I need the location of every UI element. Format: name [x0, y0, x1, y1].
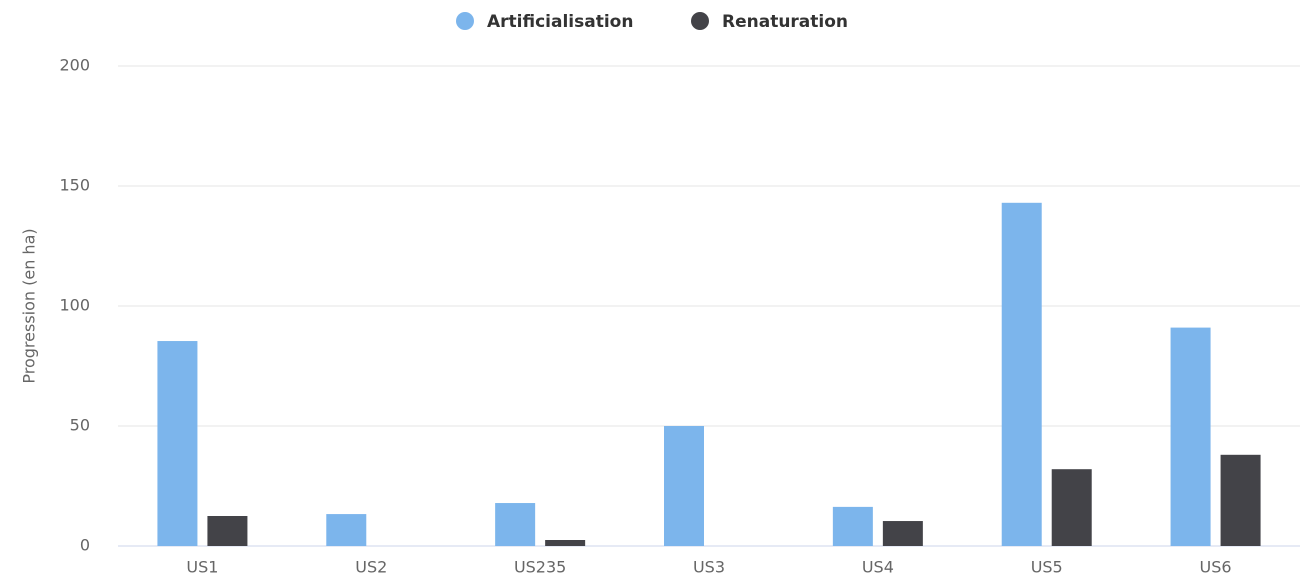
bar	[1220, 454, 1261, 546]
x-tick-label: US5	[1031, 558, 1063, 577]
bar	[207, 516, 248, 546]
bar	[664, 426, 704, 546]
x-tick-label: US235	[514, 558, 566, 577]
bar	[882, 521, 923, 546]
y-tick-label: 100	[59, 296, 90, 315]
legend-marker	[456, 12, 474, 30]
bar	[832, 506, 873, 546]
legend-text: Renaturation	[722, 12, 848, 32]
x-tick-label: US2	[355, 558, 387, 577]
bar	[495, 503, 536, 546]
y-tick-label: 0	[80, 536, 90, 555]
bar	[157, 341, 198, 546]
bar	[1170, 327, 1211, 546]
x-tick-label: US3	[693, 558, 725, 577]
x-tick-label: US4	[862, 558, 894, 577]
legend-marker	[691, 12, 709, 30]
y-axis-label: Progression (en ha)	[20, 228, 39, 383]
x-tick-label: US1	[186, 558, 218, 577]
bar	[1051, 469, 1092, 546]
y-tick-label: 150	[59, 176, 90, 195]
y-tick-label: 50	[70, 416, 90, 435]
legend-text: Artificialisation	[487, 12, 633, 32]
x-tick-label: US6	[1200, 558, 1232, 577]
bar	[545, 540, 586, 546]
bar	[1001, 202, 1042, 547]
bar	[326, 514, 367, 546]
y-tick-label: 200	[59, 56, 90, 75]
